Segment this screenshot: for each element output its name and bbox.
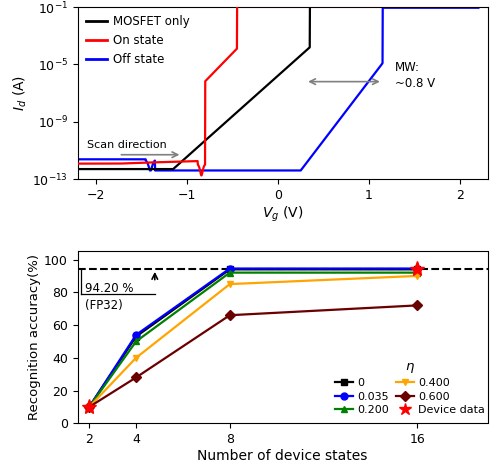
- Y-axis label: Recognition accuracy(%): Recognition accuracy(%): [28, 254, 41, 420]
- X-axis label: $V_g$ (V): $V_g$ (V): [262, 205, 304, 224]
- Text: 94.20 %
(FP32): 94.20 % (FP32): [84, 282, 133, 313]
- Text: Scan direction: Scan direction: [86, 140, 166, 149]
- Legend: 0, 0.035, 0.200, 0.400, 0.600, Device data: 0, 0.035, 0.200, 0.400, 0.600, Device da…: [331, 356, 490, 420]
- Legend: MOSFET only, On state, Off state: MOSFET only, On state, Off state: [81, 10, 194, 71]
- Y-axis label: $I_d$ (A): $I_d$ (A): [12, 75, 29, 111]
- X-axis label: Number of device states: Number of device states: [198, 449, 368, 463]
- Text: MW:
~0.8 V: MW: ~0.8 V: [394, 61, 434, 90]
